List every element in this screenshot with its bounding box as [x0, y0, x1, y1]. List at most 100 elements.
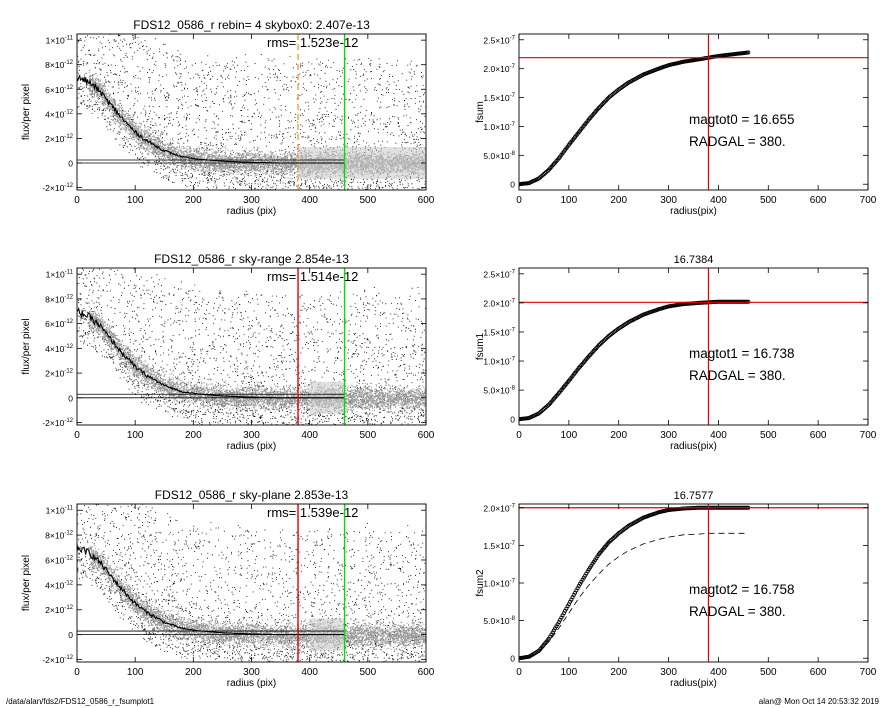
x-axis-label: radius (pix) — [227, 678, 276, 689]
fsum-dashed-curve — [519, 532, 749, 659]
x-tick-label: 500 — [760, 667, 777, 678]
y-tick-label: 0 — [510, 180, 515, 190]
chart-title: FDS12_0586_r rebin= 4 skybox0: 2.407e-13 — [133, 18, 370, 32]
x-axis-label: radius(pix) — [670, 441, 717, 452]
plot-area — [77, 504, 426, 662]
fsum-markers — [519, 50, 751, 187]
x-tick-label: 600 — [418, 667, 435, 678]
y-tick-label: 1×10-11 — [46, 506, 74, 516]
x-tick-label: 500 — [359, 430, 376, 441]
y-tick-label: 2.5×10-7 — [483, 35, 515, 45]
x-tick-label: 600 — [418, 430, 435, 441]
y-tick-label: 2×10-12 — [45, 134, 73, 144]
x-axis-label: radius(pix) — [670, 678, 717, 689]
fsum-point — [740, 299, 745, 304]
fsum-point — [730, 299, 735, 304]
x-tick-label: 200 — [610, 667, 627, 678]
x-tick-label: 100 — [561, 430, 578, 441]
x-tick-label: 500 — [359, 195, 376, 206]
plot-frame — [518, 33, 869, 191]
radgal-text: RADGAL = 380. — [689, 604, 786, 619]
chart-panel-left-middle: rms= 1.514e-12 0 100 200 300 400 500 600 1×10-11… — [21, 252, 435, 452]
radgal-text: RADGAL = 380. — [689, 134, 786, 149]
y-tick-label: -2×10-12 — [42, 655, 73, 665]
scatter-black-dots — [77, 504, 426, 662]
y-axis-label: fsum — [475, 101, 486, 123]
fsum-point — [737, 299, 742, 304]
y-tick-label: 6×10-12 — [45, 319, 73, 329]
y-tick-label: 2.0×10-7 — [483, 298, 515, 308]
y-axis-label: flux/per pixel — [21, 318, 32, 374]
x-tick-label: 400 — [710, 195, 727, 206]
chart-title: FDS12_0586_r sky-plane 2.853e-13 — [155, 488, 349, 502]
x-tick-label: 500 — [359, 667, 376, 678]
y-tick-label: 1.0×10-7 — [483, 357, 515, 367]
magtot-text: magtot2 = 16.758 — [689, 582, 794, 597]
x-tick-label: 300 — [243, 667, 260, 678]
x-tick-label: 600 — [810, 430, 827, 441]
plot-area — [77, 34, 426, 190]
x-tick-label: 500 — [760, 195, 777, 206]
chart-panel-left-top: rms= 1.523e-12 0 100 200 300 400 500 600 1×10-11… — [21, 18, 435, 217]
y-tick-label: 1.5×10-7 — [483, 327, 515, 337]
x-tick-label: 400 — [301, 195, 318, 206]
radgal-text: RADGAL = 380. — [689, 368, 786, 383]
y-tick-label: 0 — [68, 630, 73, 640]
scatter-grey-band — [88, 72, 426, 179]
rms-annotation: rms= 1.514e-12 — [267, 269, 358, 284]
y-axis-label: fsum2 — [475, 569, 486, 597]
chart-title: 16.7384 — [674, 254, 714, 266]
y-axis-label: flux/per pixel — [21, 84, 32, 140]
x-tick-label: 300 — [660, 195, 677, 206]
y-tick-label: 8×10-12 — [45, 60, 73, 70]
y-tick-label: 2.0×10-7 — [483, 503, 515, 513]
x-tick-label: 400 — [710, 430, 727, 441]
x-tick-label: 0 — [74, 430, 80, 441]
fsum-point — [722, 299, 727, 304]
plot-area — [77, 268, 426, 425]
x-tick-label: 200 — [185, 430, 202, 441]
magtot-text: magtot1 = 16.738 — [689, 346, 794, 361]
plot-frame — [518, 267, 869, 426]
plot-area — [519, 268, 868, 425]
y-tick-label: 6×10-12 — [45, 85, 73, 95]
fsum-point — [746, 299, 751, 304]
x-tick-label: 300 — [243, 195, 260, 206]
fsum-point — [745, 299, 750, 304]
x-tick-label: 600 — [810, 667, 827, 678]
scatter-grey-band — [88, 542, 426, 653]
x-tick-label: 0 — [516, 430, 522, 441]
y-tick-label: 0 — [510, 415, 515, 425]
y-axis-label: fsum1 — [475, 332, 486, 360]
x-tick-label: 200 — [185, 667, 202, 678]
x-tick-label: 200 — [610, 430, 627, 441]
x-tick-label: 700 — [860, 667, 877, 678]
y-tick-label: 5.0×10-8 — [483, 616, 515, 626]
fsum-point — [742, 299, 747, 304]
fsum-point — [735, 299, 740, 304]
x-tick-label: 700 — [860, 195, 877, 206]
footer-timestamp: alan@ Mon Oct 14 20:53:32 2019 — [758, 697, 879, 706]
footer-filepath: /data/alan/fds2/FDS12_0586_r_fsumplot1 — [6, 697, 155, 706]
chart-panel-right-bottom: magtot2 = 16.758 RADGAL = 380. 0 100 200 300 4… — [475, 490, 877, 689]
y-tick-label: 2×10-12 — [45, 605, 73, 615]
fsum-point — [723, 299, 728, 304]
x-tick-label: 100 — [127, 430, 144, 441]
plot-area — [519, 504, 868, 662]
magtot-text: magtot0 = 16.655 — [689, 112, 794, 127]
plot-area — [519, 34, 868, 190]
y-tick-label: -2×10-12 — [42, 183, 73, 193]
y-tick-label: 2.0×10-7 — [483, 64, 515, 74]
x-tick-label: 600 — [418, 195, 435, 206]
y-tick-label: 1×10-11 — [46, 36, 74, 46]
x-tick-label: 500 — [760, 430, 777, 441]
x-tick-label: 300 — [243, 430, 260, 441]
x-tick-label: 200 — [185, 195, 202, 206]
chart-panel-left-bottom: rms= 1.539e-12 0 100 200 300 400 500 600 1×10-11… — [21, 488, 435, 689]
fsum-point — [717, 299, 722, 304]
y-tick-label: 8×10-12 — [45, 294, 73, 304]
x-tick-label: 400 — [301, 667, 318, 678]
x-tick-label: 200 — [610, 195, 627, 206]
scatter-black-points — [77, 504, 426, 662]
